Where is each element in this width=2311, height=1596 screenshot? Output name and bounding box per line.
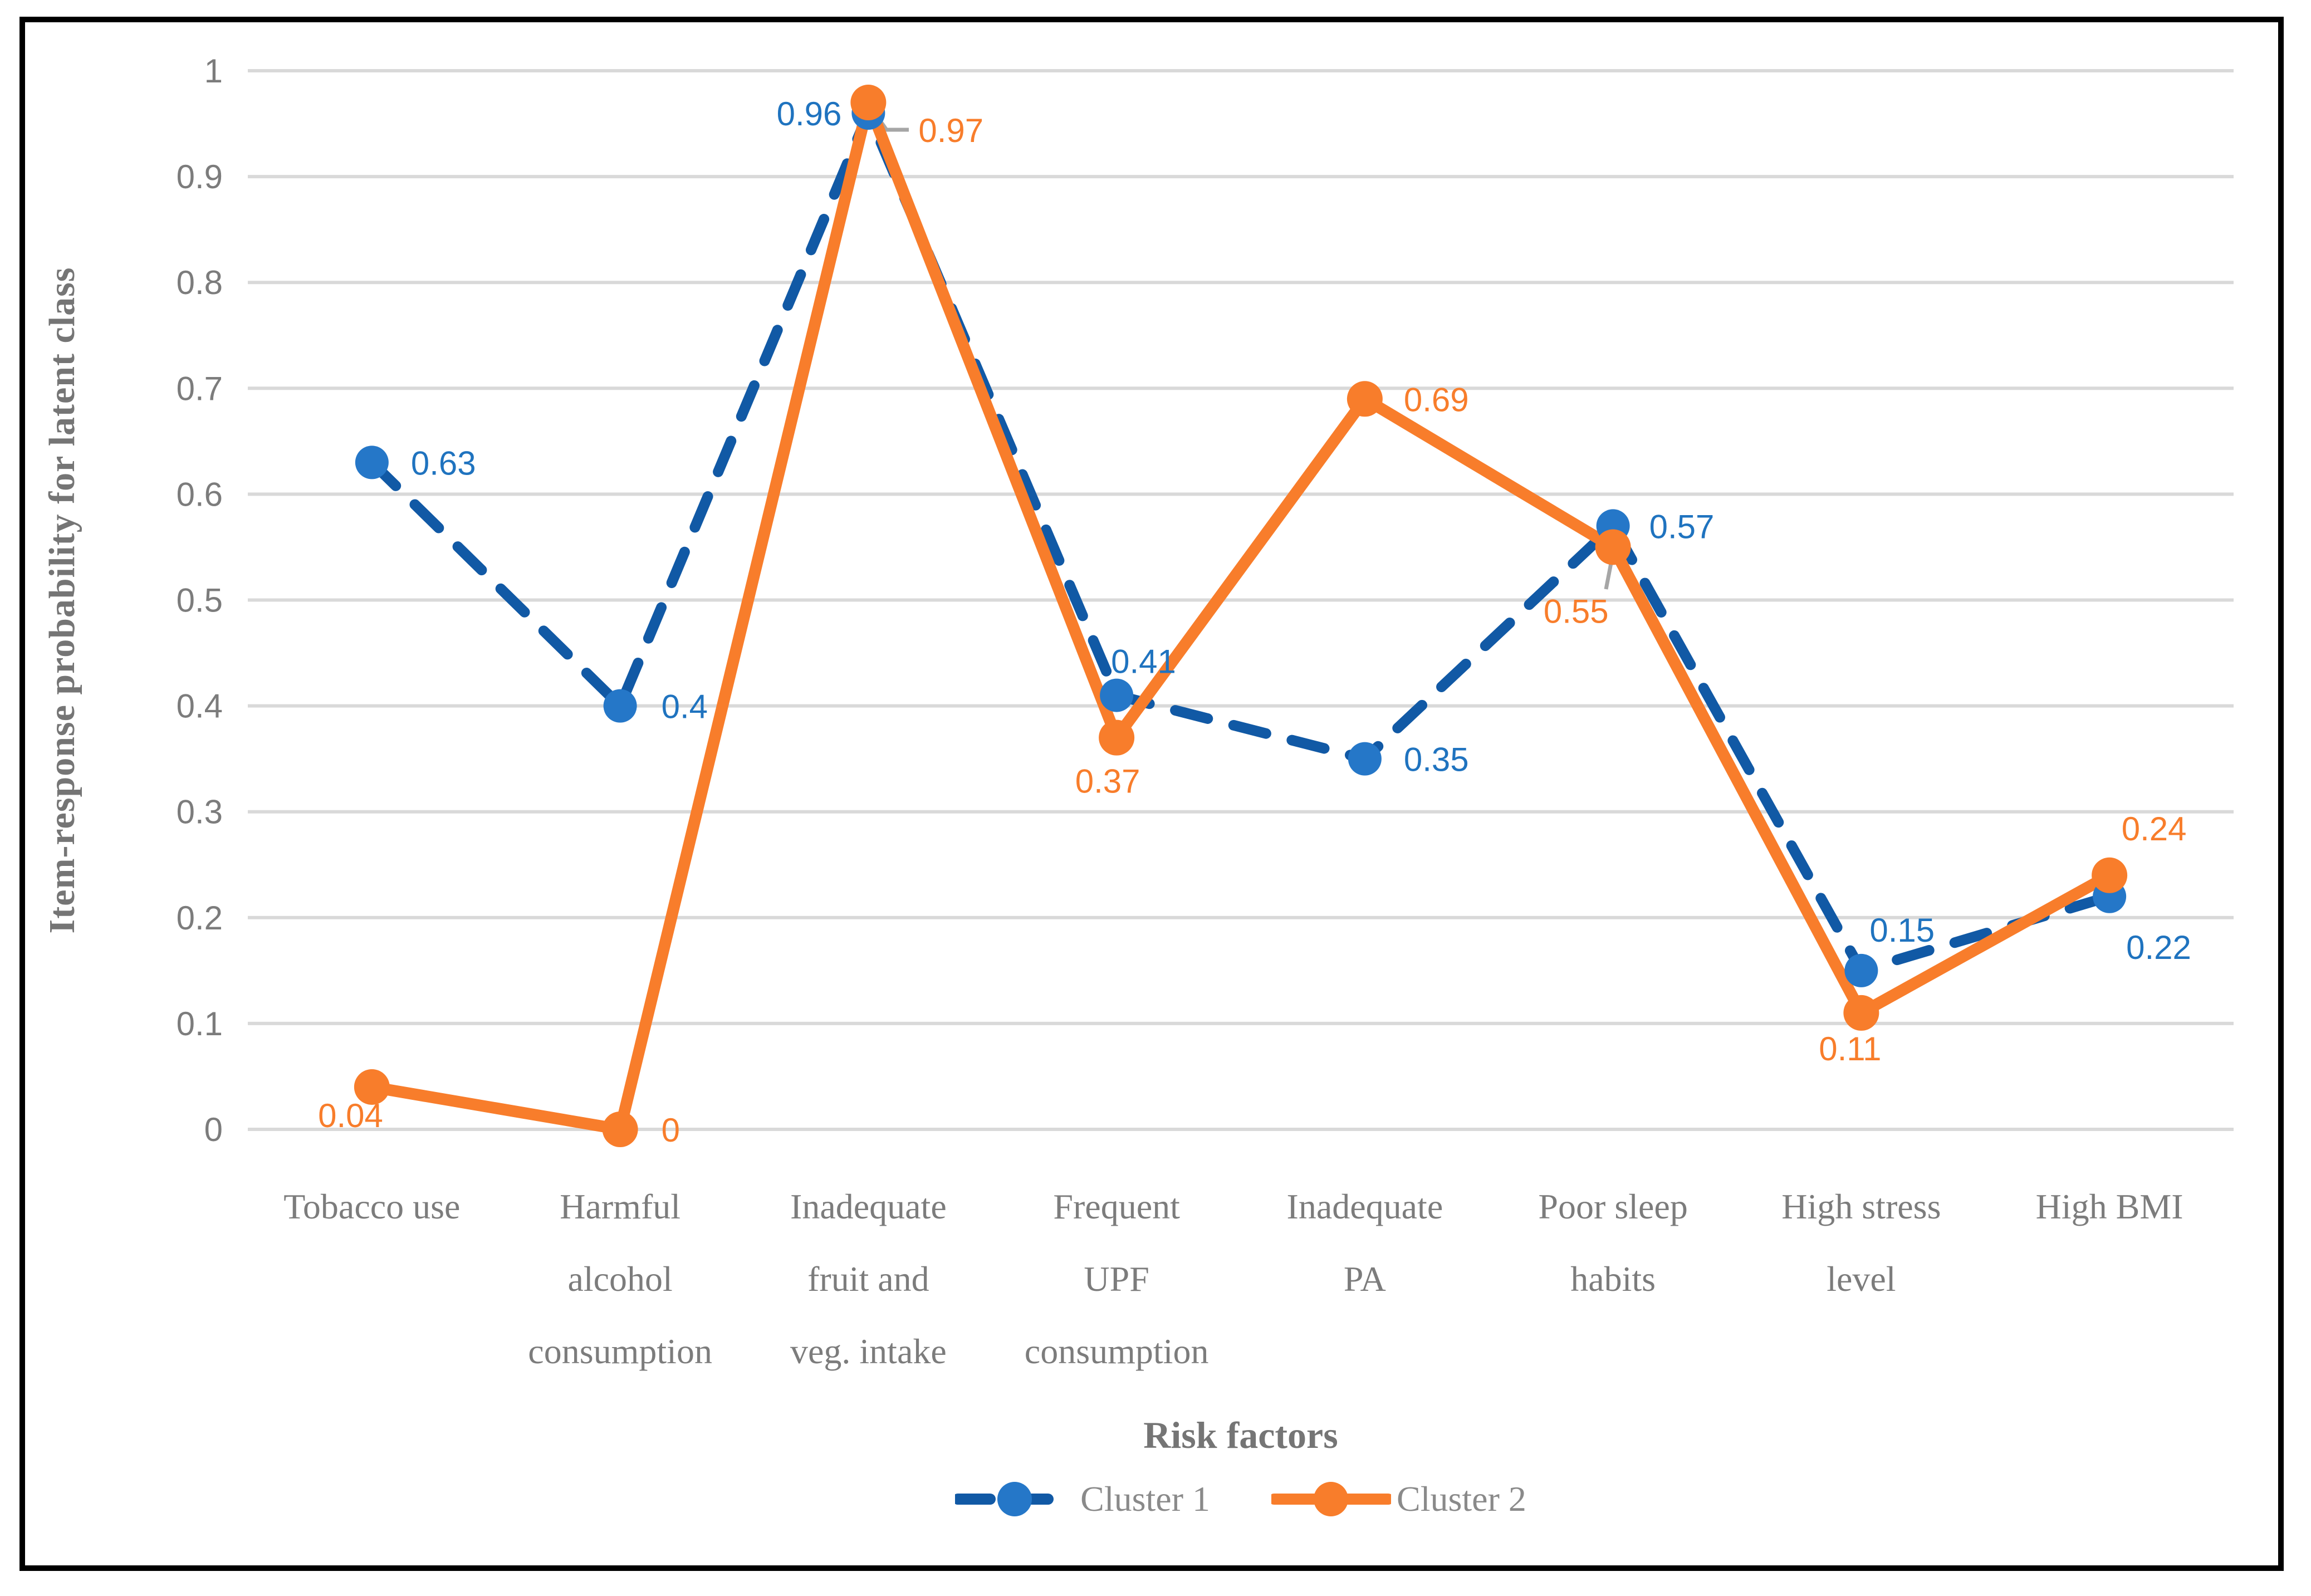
- y-tick-label: 0.7: [177, 370, 223, 407]
- data-label-s2: 0.24: [2122, 810, 2187, 848]
- data-point-marker-s2: [1595, 529, 1631, 565]
- data-point-marker-s1: [603, 689, 637, 723]
- y-tick-label: 0.8: [177, 264, 223, 301]
- x-category-label: Inadequate PA: [1287, 1187, 1443, 1299]
- data-point-marker-s2: [850, 85, 887, 121]
- data-point-marker-s1: [355, 445, 389, 479]
- cluster-1-line-marker-icon: [955, 1482, 1075, 1516]
- y-tick-label: 0.2: [177, 899, 223, 937]
- series-line-2: [366, 96, 2116, 1135]
- cluster-2-line-marker-icon: [1271, 1482, 1391, 1516]
- legend-label-cluster-1: Cluster 1: [1080, 1479, 1210, 1519]
- data-label-s1: 0.4: [662, 688, 708, 726]
- y-tick-label: 0.5: [177, 582, 223, 619]
- data-label-s2: 0.11: [1819, 1030, 1881, 1068]
- data-point-marker-s2: [602, 1112, 638, 1147]
- data-label-s2: 0.69: [1404, 381, 1469, 418]
- x-category-label: High BMI: [2036, 1187, 2183, 1226]
- x-category-label: Frequent UPF consumption: [1025, 1187, 1209, 1371]
- data-label-s1: 0.35: [1404, 741, 1469, 779]
- data-label-s2: 0.37: [1075, 763, 1140, 800]
- y-tick-label: 0.4: [177, 688, 223, 725]
- data-label-s1: 0.22: [2126, 929, 2191, 966]
- legend-item-cluster-1: Cluster 1: [955, 1478, 1210, 1520]
- data-point-marker-s2: [1347, 381, 1383, 417]
- data-point-marker-s2: [1099, 719, 1135, 756]
- data-point-marker-s1: [1844, 953, 1878, 987]
- data-label-s2: 0: [662, 1112, 680, 1149]
- x-axis-title: Risk factors: [1143, 1414, 1338, 1456]
- y-axis-title: Item-response probability for latent cla…: [42, 267, 82, 934]
- data-point-marker-s2: [1843, 995, 1879, 1031]
- data-label-s1: 0.15: [1869, 912, 1935, 949]
- series-line-1: [366, 107, 2115, 976]
- y-tick-label: 0: [204, 1111, 223, 1148]
- x-category-label: High stress level: [1781, 1187, 1941, 1299]
- data-label-s2: 0.04: [318, 1097, 383, 1134]
- figure-border-frame: [19, 17, 2284, 1571]
- x-category-label: Inadequate fruit and veg. intake: [790, 1187, 947, 1371]
- data-label-s2: 0.55: [1544, 593, 1609, 630]
- legend-item-cluster-2: Cluster 2: [1271, 1478, 1526, 1520]
- data-point-marker-s1: [1100, 678, 1134, 712]
- x-category-label: Harmful alcohol consumption: [528, 1187, 712, 1371]
- data-label-s1: 0.41: [1111, 643, 1176, 680]
- data-point-marker-s2: [354, 1069, 390, 1105]
- y-tick-label: 0.6: [177, 476, 223, 513]
- y-tick-label: 0.9: [177, 158, 223, 195]
- x-category-label: Tobacco use: [283, 1187, 460, 1226]
- data-label-s2: 0.97: [918, 112, 983, 149]
- y-tick-label: 0.1: [177, 1005, 223, 1042]
- data-point-marker-s1: [1348, 742, 1382, 776]
- data-label-s1: 0.96: [777, 95, 842, 133]
- x-category-label: Poor sleep habits: [1538, 1187, 1687, 1299]
- y-tick-label: 1: [204, 52, 223, 90]
- data-label-s1: 0.57: [1649, 508, 1715, 545]
- chart-legend: Cluster 1 Cluster 2: [248, 1478, 2234, 1520]
- data-point-marker-s2: [2092, 857, 2128, 893]
- legend-label-cluster-2: Cluster 2: [1397, 1479, 1526, 1519]
- y-tick-label: 0.3: [177, 794, 223, 831]
- data-label-s1: 0.63: [411, 444, 476, 482]
